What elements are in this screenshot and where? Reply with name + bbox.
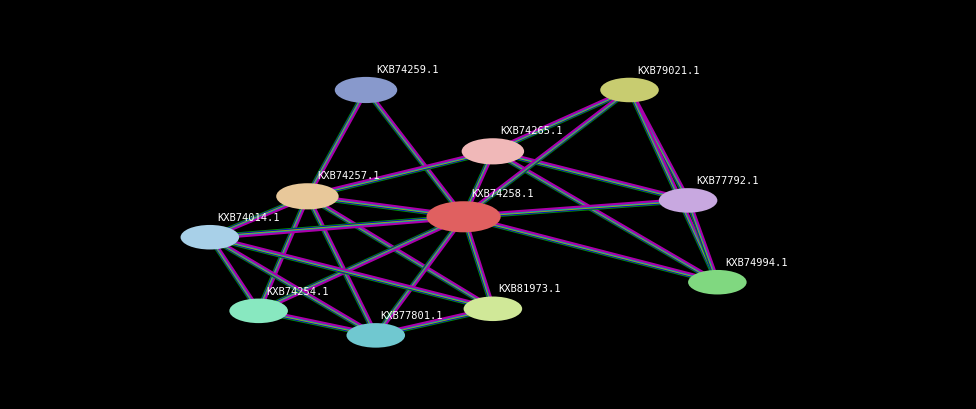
Text: KXB74014.1: KXB74014.1 bbox=[218, 213, 280, 223]
Text: KXB74265.1: KXB74265.1 bbox=[501, 126, 563, 136]
Circle shape bbox=[659, 188, 717, 213]
Circle shape bbox=[464, 297, 522, 321]
Text: KXB81973.1: KXB81973.1 bbox=[498, 285, 560, 294]
Circle shape bbox=[427, 201, 501, 232]
Circle shape bbox=[346, 323, 405, 348]
Text: KXB74994.1: KXB74994.1 bbox=[725, 258, 788, 268]
Circle shape bbox=[229, 299, 288, 323]
Text: KXB79021.1: KXB79021.1 bbox=[637, 66, 700, 76]
Text: KXB77792.1: KXB77792.1 bbox=[696, 176, 758, 186]
Circle shape bbox=[688, 270, 747, 294]
Circle shape bbox=[600, 78, 659, 102]
Text: KXB77801.1: KXB77801.1 bbox=[381, 311, 443, 321]
Text: KXB74258.1: KXB74258.1 bbox=[471, 189, 534, 199]
Circle shape bbox=[276, 183, 339, 209]
Circle shape bbox=[335, 77, 397, 103]
Text: KXB74259.1: KXB74259.1 bbox=[376, 65, 438, 75]
Circle shape bbox=[462, 138, 524, 164]
Text: KXB74254.1: KXB74254.1 bbox=[266, 287, 329, 297]
Text: KXB74257.1: KXB74257.1 bbox=[317, 171, 380, 181]
Circle shape bbox=[181, 225, 239, 249]
